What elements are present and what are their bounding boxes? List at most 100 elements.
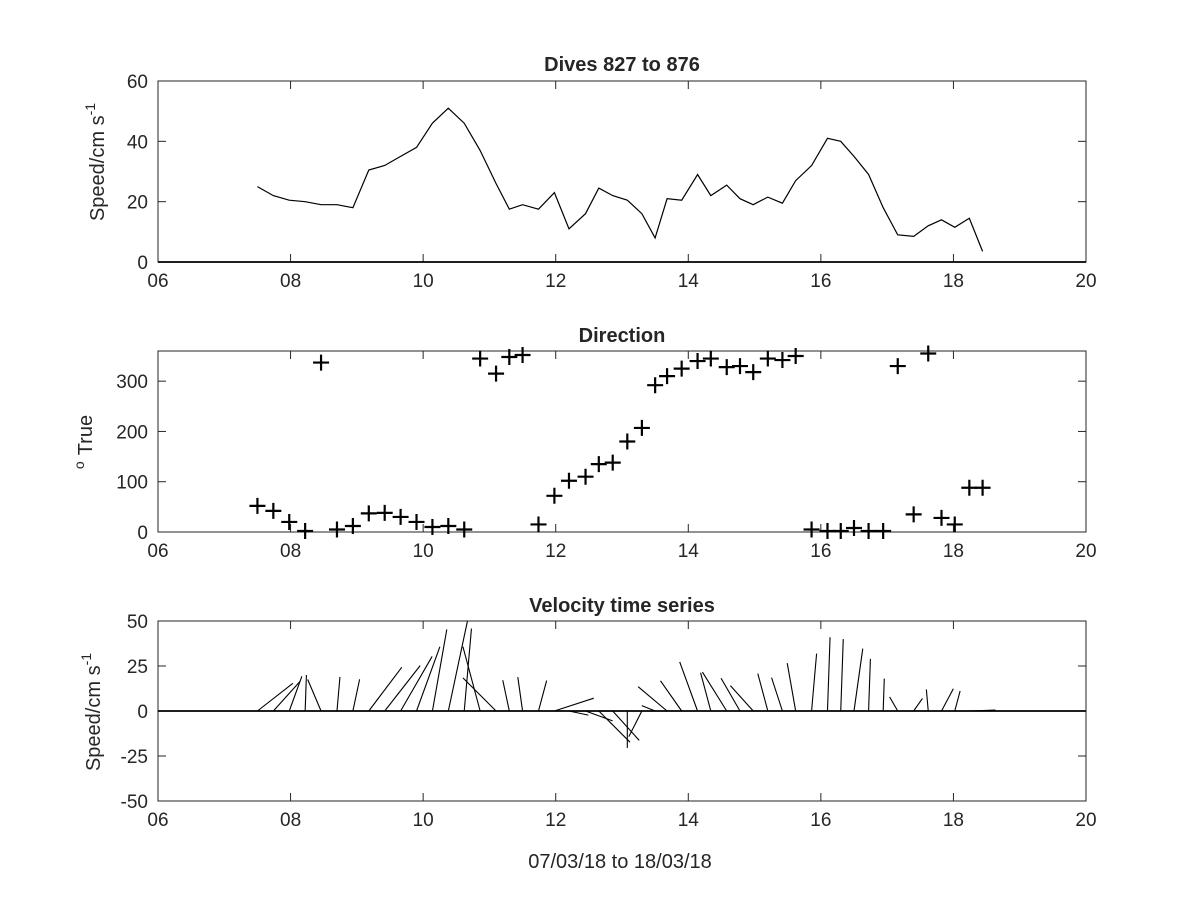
direction-point [673,360,690,377]
velocity-stick [757,673,769,712]
velocity-stick [368,666,403,712]
velocity-ylabel-exponent: -1 [78,653,94,666]
direction-point [590,456,607,473]
direction-ylabel-text: True [75,415,97,455]
velocity-stick [700,672,712,712]
direction-point [408,513,425,530]
direction-point [889,358,906,375]
speed-x-tick-label: 18 [943,271,964,292]
velocity-stick [537,680,548,712]
speed-x-tick-label: 06 [147,271,168,292]
direction-point [297,522,314,539]
velocity-stick [882,678,885,712]
direction-point [619,433,636,450]
velocity-x-tick-label: 08 [280,810,301,831]
direction-point [745,364,762,381]
velocity-stick [554,697,594,712]
direction-x-tick-label: 16 [810,541,831,562]
velocity-stick [304,675,307,712]
velocity-stick [969,709,996,712]
direction-y-tick-label: 0 [137,523,148,544]
direction-y-tick-label: 300 [116,372,148,393]
speed-ylabel-exponent: -1 [82,103,98,116]
speed-y-tick-label: 60 [127,72,148,93]
velocity-stick [568,710,589,716]
velocity-x-tick-label: 18 [943,810,964,831]
velocity-stick [502,680,510,712]
direction-point [633,419,650,436]
direction-point [546,487,563,504]
direction-point [974,479,991,496]
velocity-stick [257,682,294,712]
velocity-stick [853,648,864,712]
speed-y-tick-label: 40 [127,132,148,153]
velocity-x-tick-label: 14 [678,810,700,831]
direction-x-tick-label: 14 [678,541,700,562]
velocity-stick [598,710,631,743]
direction-point [514,347,531,364]
direction-point [920,345,937,362]
direction-point [702,350,719,367]
speed-x-tick-label: 16 [810,271,831,292]
direction-point [577,468,594,485]
velocity-stick [840,639,844,712]
velocity-x-tick-label: 12 [545,810,566,831]
direction-point [313,354,330,371]
velocity-stick [720,677,741,712]
direction-y-tick-label: 100 [116,473,148,494]
velocity-stick [307,679,322,712]
velocity-stick [889,696,899,712]
velocity-stick [786,663,797,712]
velocity-stick [925,689,929,712]
speed-panel: Dives 827 to 876 Speed/cm s-1 06 08 10 12 14… [82,54,1097,292]
direction-point [774,352,791,369]
direction-point [689,353,706,370]
velocity-panel-ylabel: Speed/cm s-1 [78,653,105,771]
direction-point [803,521,820,538]
direction-point [440,517,457,534]
velocity-stick [400,656,433,712]
direction-y-tick-label: 200 [116,422,148,443]
direction-x-tick-label: 12 [545,541,566,562]
direction-point [933,509,950,526]
velocity-y-tick-label: 0 [137,702,148,723]
direction-point [360,505,377,522]
velocity-stick [431,629,448,712]
direction-point [472,350,489,367]
velocity-stick [415,646,441,712]
direction-x-tick-label: 18 [943,541,964,562]
velocity-stick [462,646,481,712]
speed-panel-title: Dives 827 to 876 [544,54,700,76]
velocity-stick [771,677,783,712]
velocity-x-tick-label: 06 [147,810,168,831]
direction-point [344,517,361,534]
direction-x-tick-label: 06 [147,541,168,562]
velocity-stick [637,686,668,712]
velocity-stick [868,658,871,712]
velocity-stick [272,681,301,712]
velocity-stick [384,665,421,712]
direction-point [488,365,505,382]
velocity-y-tick-label: -25 [121,747,148,768]
speed-x-tick-label: 08 [280,271,301,292]
velocity-stick [729,685,754,712]
direction-x-tick-label: 10 [413,541,434,562]
velocity-stick [288,676,303,712]
direction-point [946,516,963,533]
direction-point [560,472,577,489]
direction-point [832,522,849,539]
direction-point [501,349,518,366]
direction-point [787,348,804,365]
direction-point [376,504,393,521]
velocity-stick [628,710,643,737]
velocity-stick [826,637,831,712]
direction-point [392,508,409,525]
velocity-ylabel-text: Speed/cm s [83,665,105,771]
direction-point [281,513,298,530]
velocity-stick [941,688,954,712]
direction-point [424,518,441,535]
velocity-stick [447,621,468,712]
speed-x-tick-label: 12 [545,271,566,292]
speed-y-tick-label: 20 [127,193,148,214]
